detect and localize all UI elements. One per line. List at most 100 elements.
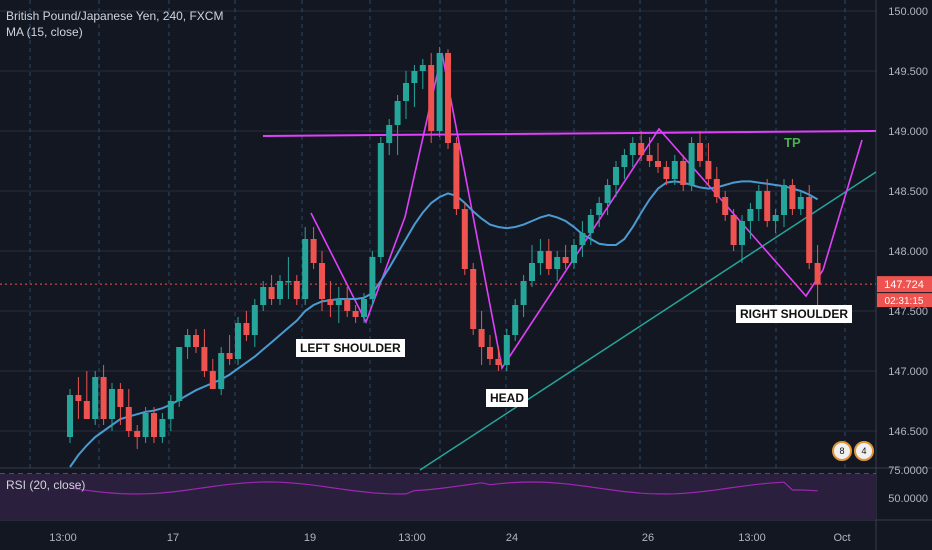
candle [243,311,250,341]
candle [335,287,342,323]
candle-body [445,53,451,143]
candle [722,191,729,221]
candle [218,347,225,395]
candle-body [680,161,687,185]
candle-body [537,251,544,263]
candle-body [134,431,141,437]
candle [411,65,418,107]
candle [663,161,670,185]
candle [142,407,149,443]
candle [428,53,435,143]
y-tick-label: 147.000 [888,366,928,378]
candle-body [428,65,435,131]
candle [478,311,485,365]
candle-body [67,395,73,437]
candle-body [302,239,309,299]
candle [117,383,124,425]
x-tick-label: 13:00 [398,532,426,544]
candle-body [545,251,552,269]
candle [713,167,720,203]
candle-body [596,203,603,215]
candle-body [571,245,577,263]
candle [487,335,493,365]
rsi-band [0,474,876,520]
candle-body [386,125,393,143]
candle-body [705,161,712,179]
candle-body [251,305,258,335]
candle [302,227,309,305]
candle-body [83,401,90,419]
x-tick-label: 26 [642,532,654,544]
candle-body [193,335,199,347]
candle-body [419,65,426,71]
uk-flag-icon[interactable]: 4 [854,441,874,461]
candle [739,215,745,263]
y-tick-label: 150.000 [888,6,928,18]
candle-body [747,209,754,221]
candle-body [176,347,183,401]
candle [151,407,157,443]
candle [646,137,653,167]
candle-body [125,407,132,431]
candle-body [319,263,325,299]
candle [75,377,82,419]
candle-body [655,161,661,167]
candle [310,227,317,269]
candle-body [209,371,216,389]
candle [562,245,569,269]
candle-body [310,239,317,263]
candle-body [470,269,477,329]
moving-average-line [69,180,819,468]
candle-body [226,353,233,359]
candle [470,263,477,335]
candle [789,179,796,215]
candle [176,347,183,407]
candle-body [167,401,174,419]
candle [529,245,535,287]
candle [571,239,577,269]
candle-body [436,53,443,131]
candle [680,155,687,191]
y-tick-label: 148.500 [888,186,928,198]
candle [293,275,300,305]
ma-15-line [69,180,819,468]
candle-body [403,83,409,101]
candle-body [453,143,460,209]
candle-body [461,209,468,269]
candle-body [772,215,779,221]
candle [109,383,115,431]
candle-body [755,191,762,209]
candle [201,329,208,377]
ma-legend[interactable]: MA (15, close) [6,25,83,39]
candle [277,275,283,305]
rsi-tick-label: 75.0000 [888,465,928,477]
neckline [262,130,877,137]
left-shoulder-label: LEFT SHOULDER [296,339,405,357]
candle [587,209,594,245]
axes: 150.000 149.500 149.000 148.500 148.000 147.5… [49,6,932,544]
candle [613,161,619,197]
candle-body [495,359,502,365]
rsi-legend[interactable]: RSI (20, close) [6,478,86,492]
tp-label: TP [784,135,801,150]
symbol-legend[interactable]: British Pound/Japanese Yen, 240, FXCM [6,9,224,23]
alert-badge-icon[interactable]: 8 [832,441,852,461]
candle-body [697,143,703,161]
candle [134,425,141,449]
candle [537,239,544,275]
candle-body [663,167,670,179]
right-shoulder-label: RIGHT SHOULDER [736,305,852,323]
y-tick-label: 146.500 [888,426,928,438]
candle [629,137,636,167]
candle-body [613,167,619,185]
candle [184,329,191,359]
candle [100,365,107,425]
candle [369,251,376,305]
candle [260,281,267,311]
target-projection [822,139,863,271]
candle [596,197,603,227]
candle [352,305,359,323]
candle [386,119,393,155]
